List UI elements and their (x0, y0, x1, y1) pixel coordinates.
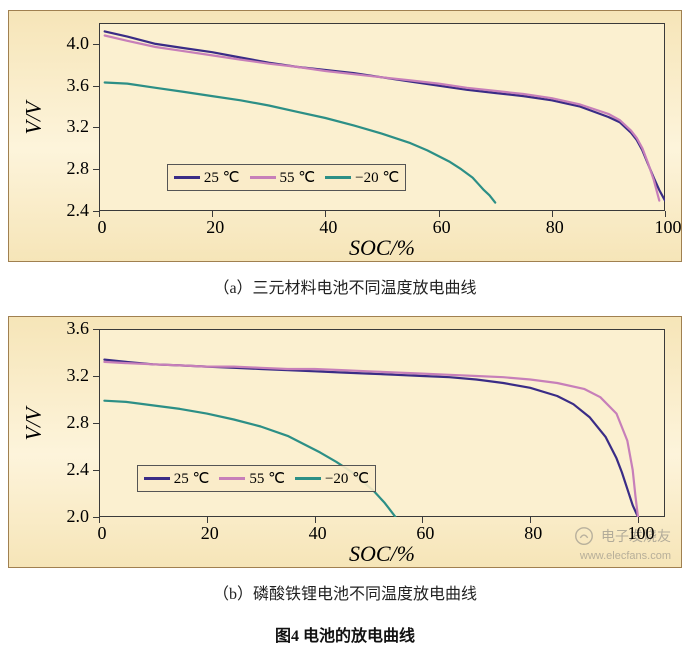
legend: 25 ℃ 55 ℃ −20 ℃ (167, 164, 406, 191)
curves-svg (9, 11, 683, 263)
series--20C (104, 401, 395, 517)
legend-swatch (144, 477, 170, 480)
curves-svg (9, 317, 683, 569)
legend-swatch (295, 477, 321, 480)
legend-swatch (219, 477, 245, 480)
legend-item: −20 ℃ (325, 168, 399, 187)
legend-label: 55 ℃ (280, 168, 316, 187)
legend-label: −20 ℃ (355, 168, 399, 187)
figure-container: 0204060801002.42.83.23.64.0V/VSOC/%25 ℃5… (0, 0, 690, 656)
chart-panel-b: 电子发烧友 www.elecfans.com 0204060801002.02.… (8, 316, 682, 568)
legend-swatch (174, 176, 200, 179)
figure-title: 图4 电池的放电曲线 (8, 622, 682, 646)
legend-item: 25 ℃ (144, 469, 210, 488)
legend-swatch (250, 176, 276, 179)
legend-item: 55 ℃ (219, 469, 285, 488)
legend-swatch (325, 176, 351, 179)
legend-label: −20 ℃ (325, 469, 369, 488)
legend: 25 ℃ 55 ℃ −20 ℃ (137, 465, 376, 492)
caption-b: （b）磷酸铁锂电池不同温度放电曲线 (8, 580, 682, 604)
legend-label: 25 ℃ (174, 469, 210, 488)
legend-label: 25 ℃ (204, 168, 240, 187)
series-55C (104, 362, 638, 517)
legend-item: 55 ℃ (250, 168, 316, 187)
legend-item: −20 ℃ (295, 469, 369, 488)
legend-item: 25 ℃ (174, 168, 240, 187)
legend-label: 55 ℃ (249, 469, 285, 488)
caption-a: （a）三元材料电池不同温度放电曲线 (8, 274, 682, 298)
chart-panel-a: 0204060801002.42.83.23.64.0V/VSOC/%25 ℃5… (8, 10, 682, 262)
